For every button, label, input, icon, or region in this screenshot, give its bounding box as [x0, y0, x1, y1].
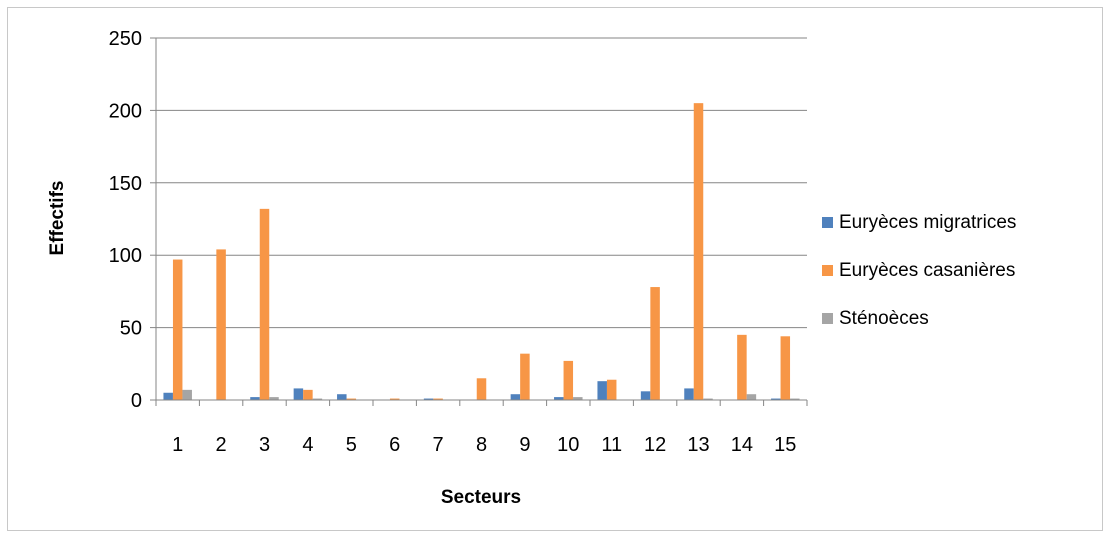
bar — [269, 397, 279, 400]
bars — [163, 103, 800, 400]
x-tick-label: 3 — [259, 434, 270, 456]
x-tick-label: 13 — [687, 434, 709, 456]
x-tick-label: 1 — [172, 434, 183, 456]
legend: Euryèces migratrices Euryèces casanières S… — [822, 212, 1016, 329]
legend-swatch — [822, 217, 833, 228]
bar — [182, 389, 192, 400]
legend-label: Euryèces migratrices — [839, 212, 1016, 233]
x-tick-label: 6 — [389, 434, 400, 456]
legend-swatch — [822, 265, 833, 276]
bar — [693, 103, 704, 400]
bar — [554, 397, 564, 400]
x-tick-label: 9 — [519, 434, 530, 456]
bar — [510, 394, 521, 400]
y-axis-ticks: 0 50 100 150 200 250 — [109, 28, 157, 412]
bar — [563, 360, 574, 400]
bar — [172, 259, 183, 400]
x-tick-label: 5 — [346, 434, 357, 456]
bar — [703, 398, 713, 400]
bar — [606, 379, 617, 400]
bar — [346, 398, 357, 400]
y-tick-label: 250 — [109, 28, 142, 50]
x-tick-label: 8 — [476, 434, 487, 456]
bar — [293, 388, 304, 400]
x-tick-label: 14 — [731, 434, 753, 456]
gridlines — [156, 37, 807, 329]
bar — [423, 398, 434, 400]
bar — [303, 389, 313, 400]
y-axis-label: Effectifs — [47, 181, 68, 256]
bar — [337, 394, 347, 400]
bar — [737, 334, 747, 400]
y-tick-label: 0 — [131, 390, 142, 412]
y-tick-label: 150 — [109, 173, 142, 195]
bar — [684, 388, 694, 400]
x-axis: 1 2 3 4 5 6 7 8 9 10 11 12 13 14 15 — [155, 399, 808, 456]
bar — [597, 381, 607, 400]
x-tick-label: 4 — [302, 434, 313, 456]
bar — [433, 398, 443, 400]
bar — [746, 394, 757, 400]
bar — [771, 398, 781, 400]
bar — [163, 392, 173, 400]
x-tick-label: 2 — [216, 434, 227, 456]
legend-swatch — [822, 313, 833, 324]
x-tick-label: 12 — [644, 434, 666, 456]
bar — [312, 398, 323, 400]
x-tick-label: 15 — [774, 434, 796, 456]
bar — [780, 336, 791, 400]
bar — [389, 398, 400, 400]
bar — [250, 397, 260, 400]
bar — [640, 391, 651, 400]
legend-label: Sténoèces — [839, 308, 929, 329]
x-tick-label: 10 — [557, 434, 579, 456]
bar — [573, 397, 583, 400]
y-tick-label: 200 — [109, 100, 142, 122]
bar — [650, 287, 660, 400]
x-tick-label: 7 — [433, 434, 444, 456]
y-tick-label: 100 — [109, 245, 142, 267]
bar — [790, 398, 800, 400]
x-tick-label: 11 — [601, 434, 622, 456]
bar — [216, 249, 226, 400]
bar — [259, 208, 270, 400]
x-axis-label: Secteurs — [441, 487, 521, 508]
y-tick-label: 50 — [120, 318, 142, 340]
bar — [476, 378, 487, 400]
bar — [520, 353, 530, 400]
chart-frame — [7, 7, 1103, 531]
legend-label: Euryèces casanières — [839, 260, 1015, 281]
